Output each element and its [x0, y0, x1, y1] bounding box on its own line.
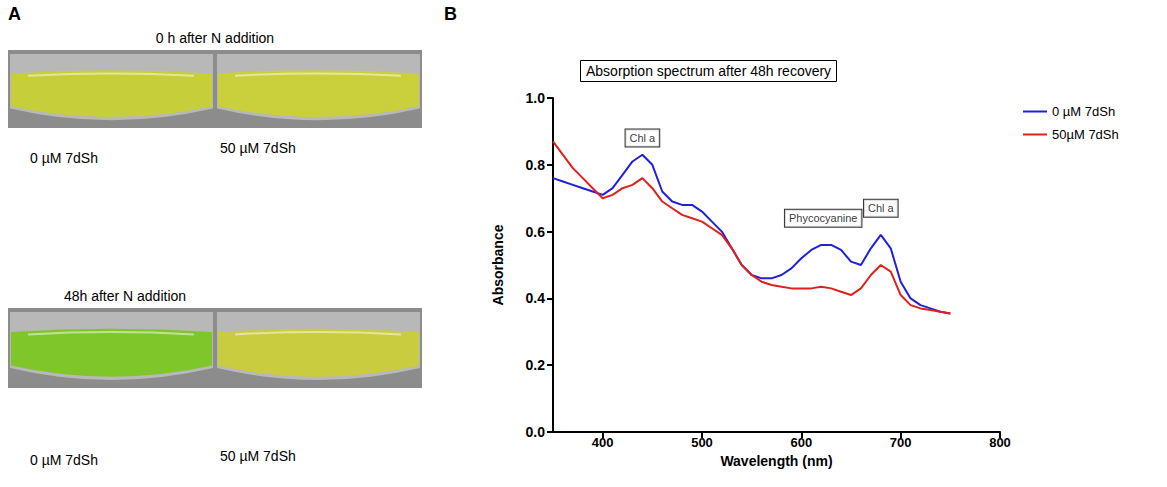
html-text:48h after N addition: 48h after N addition — [63, 288, 187, 304]
html-text:0 h after N addition: 0 h after N addition — [155, 30, 275, 46]
svg-text:Absorbance: Absorbance — [490, 224, 506, 305]
html-text:50 µM 7dSh: 50 µM 7dSh — [220, 448, 296, 464]
svg-text:Phycocyanine: Phycocyanine — [789, 212, 858, 224]
html-text:50 µM 7dSh: 50 µM 7dSh — [220, 140, 296, 156]
svg-text:Chl a: Chl a — [630, 132, 657, 144]
html-text:0 µM 7dSh: 0 µM 7dSh — [30, 452, 98, 468]
svg-text:1.0: 1.0 — [526, 90, 546, 106]
svg-text:0.0: 0.0 — [526, 424, 546, 440]
svg-text:0.6: 0.6 — [526, 224, 546, 240]
svg-text:600: 600 — [790, 435, 812, 450]
svg-text:Chl a: Chl a — [868, 202, 895, 214]
svg-text:0.4: 0.4 — [526, 290, 546, 306]
html-text:A: A — [8, 4, 21, 24]
svg-text:700: 700 — [890, 435, 912, 450]
svg-text:Absorption spectrum after 48h: Absorption spectrum after 48h recovery — [586, 63, 831, 79]
svg-text:400: 400 — [592, 435, 614, 450]
svg-text:0 µM 7dSh: 0 µM 7dSh — [1052, 104, 1115, 119]
html-text:B: B — [444, 4, 457, 24]
svg-text:0.8: 0.8 — [526, 157, 546, 173]
svg-text:800: 800 — [989, 435, 1011, 450]
svg-text:500: 500 — [691, 435, 713, 450]
svg-text:Wavelength (nm): Wavelength (nm) — [720, 453, 832, 469]
svg-text:0.2: 0.2 — [526, 357, 546, 373]
svg-text:50µM 7dSh: 50µM 7dSh — [1052, 127, 1119, 142]
html-text:0 µM 7dSh: 0 µM 7dSh — [30, 150, 98, 166]
